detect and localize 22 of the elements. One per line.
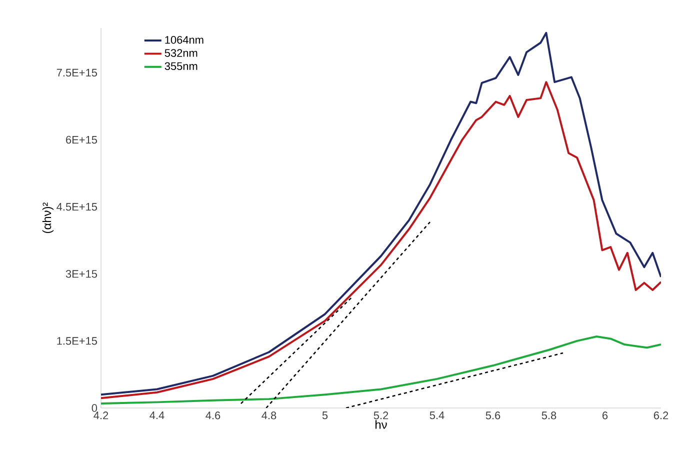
y-tick-label: 6E+15 (66, 136, 98, 144)
y-tick-label: 1.5E+15 (57, 337, 98, 345)
legend-label: 1064nm (165, 36, 204, 44)
y-tick-label: 4.5E+15 (56, 203, 98, 211)
y-axis-title: (αhν)² (42, 202, 54, 234)
y-tick-label: 0 (92, 404, 98, 412)
x-axis-title: hν (376, 420, 387, 429)
x-tick-label: 5.6 (486, 412, 500, 420)
x-tick-label: 6.2 (654, 412, 668, 420)
x-tick-label: 4.2 (94, 412, 108, 420)
x-tick-label: 5 (322, 412, 328, 420)
x-tick-label: 5.8 (542, 412, 556, 420)
legend-label: 355nm (164, 62, 198, 70)
x-tick-label: 6 (602, 412, 608, 420)
x-tick-label: 4.6 (206, 412, 220, 420)
legend-label: 532nm (164, 49, 198, 57)
x-tick-label: 4.8 (262, 412, 276, 420)
y-tick-label: 3E+15 (66, 270, 98, 278)
x-tick-label: 4.4 (150, 412, 164, 420)
x-tick-label: 5.2 (374, 412, 388, 420)
x-tick-label: 5.4 (430, 412, 444, 420)
y-tick-label: 7.5E+15 (56, 68, 98, 77)
